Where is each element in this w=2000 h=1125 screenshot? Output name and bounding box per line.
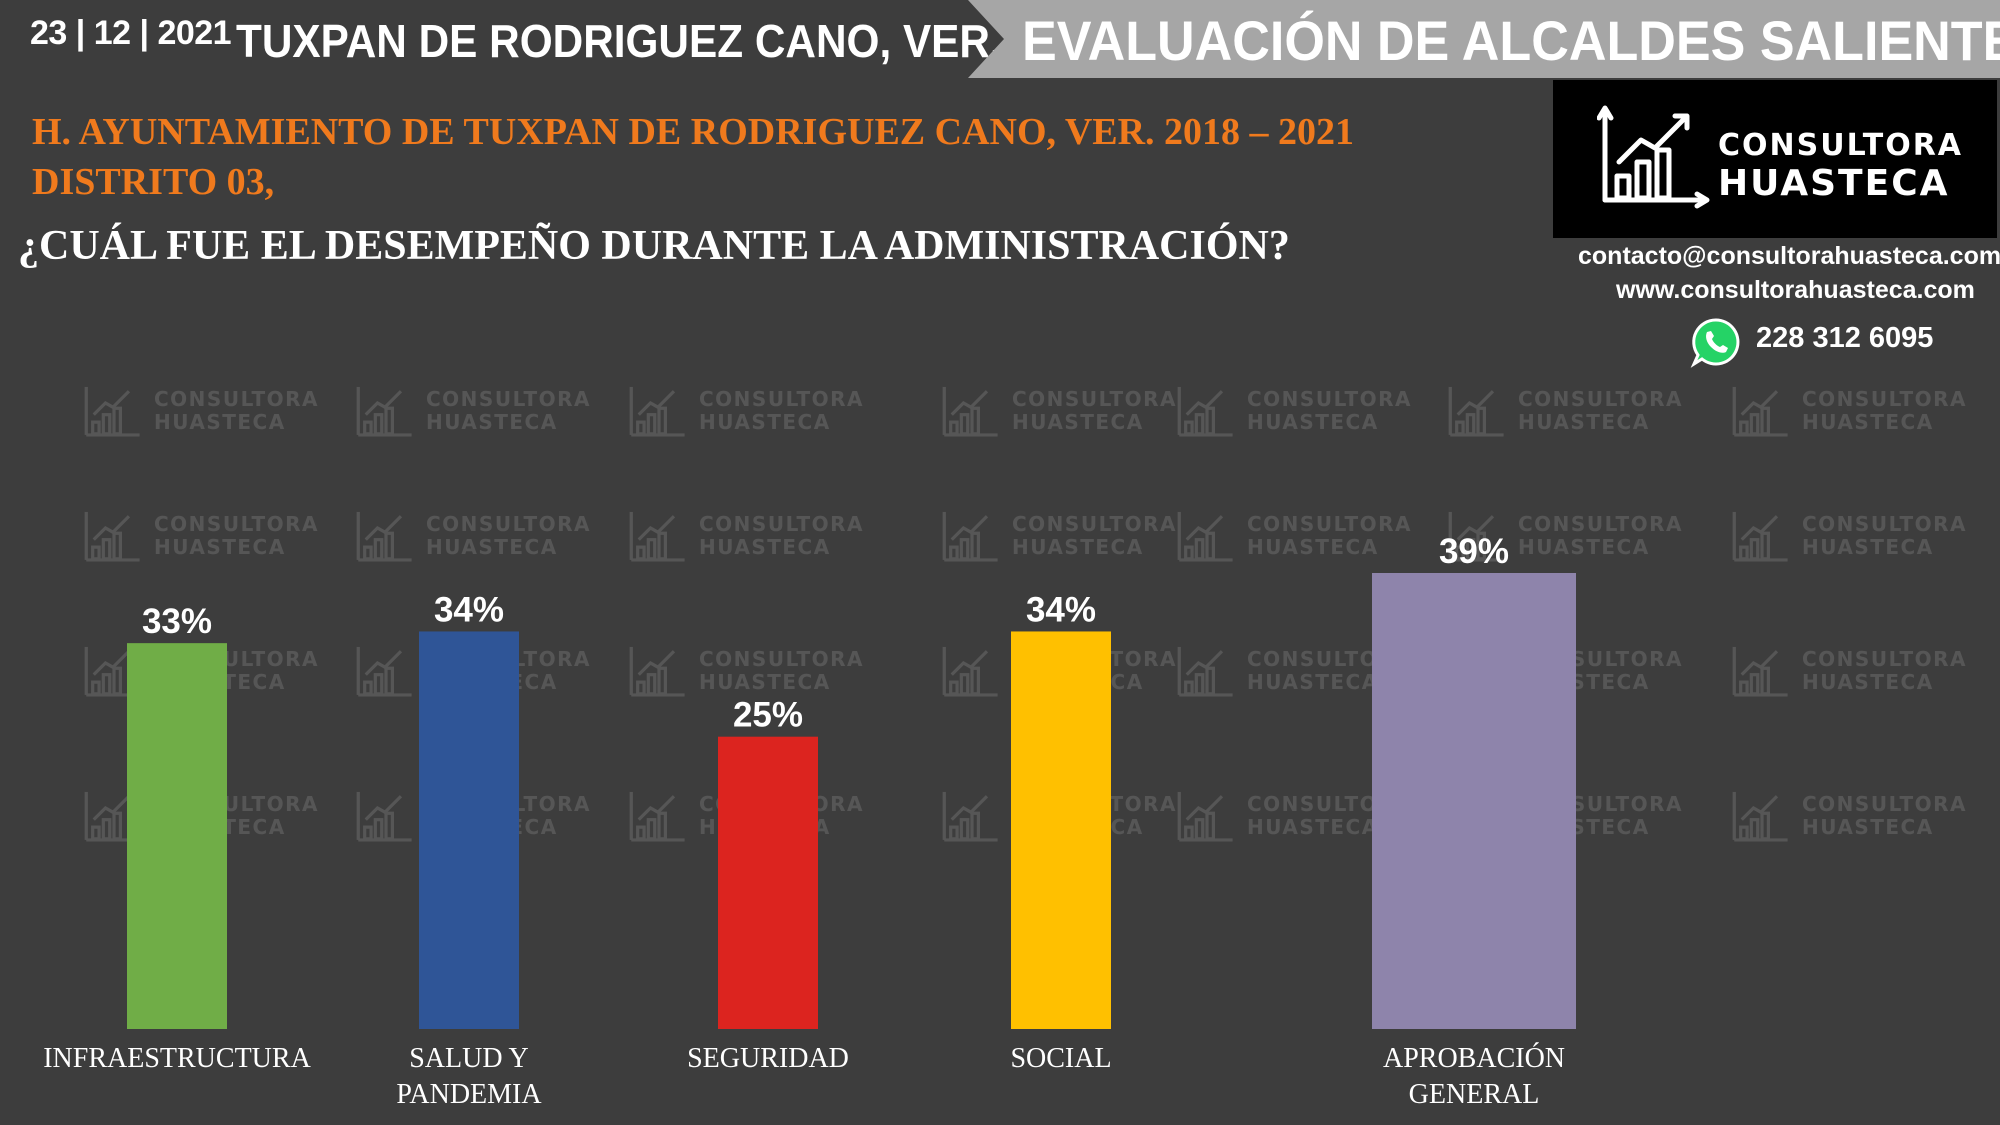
bar-value-label: 34% [434, 590, 504, 629]
org-line-2: DISTRITO 03, [32, 161, 275, 203]
bar-value-label: 33% [142, 602, 212, 641]
bar [127, 643, 227, 1029]
category-label: SEGURIDAD [687, 1043, 849, 1074]
contact-phone[interactable]: 228 312 6095 [1756, 322, 1934, 354]
title-banner [968, 0, 2000, 78]
bar [1372, 573, 1576, 1029]
survey-question: ¿CUÁL FUE EL DESEMPEÑO DURANTE LA ADMINI… [18, 223, 1290, 269]
logo-text-huasteca: HUASTECA [1718, 163, 1950, 204]
org-line-1: H. AYUNTAMIENTO DE TUXPAN DE RODRIGUEZ C… [32, 111, 1355, 153]
header-city: TUXPAN DE RODRIGUEZ CANO, VER. [236, 15, 1002, 67]
category-label: GENERAL [1409, 1079, 1540, 1110]
bar [718, 736, 818, 1029]
bar [419, 631, 519, 1029]
category-label: APROBACIÓN [1383, 1043, 1565, 1074]
bar [1011, 631, 1111, 1029]
logo-text-consultora: CONSULTORA [1718, 128, 1964, 163]
bar-chart-growth-icon [1597, 105, 1710, 209]
category-label: PANDEMIA [396, 1079, 542, 1110]
header-date: 23 | 12 | 2021 [30, 14, 232, 52]
contact-website[interactable]: www.consultorahuasteca.com [1616, 276, 1975, 304]
whatsapp-icon [1690, 318, 1740, 368]
bar-value-label: 39% [1439, 532, 1509, 571]
category-label: SOCIAL [1010, 1043, 1111, 1074]
title-banner-text: EVALUACIÓN DE ALCALDES SALIENTES [1022, 9, 2000, 72]
category-label: SALUD Y [409, 1043, 529, 1074]
bar-value-label: 34% [1026, 590, 1096, 629]
logo [1553, 80, 1997, 238]
contact-email[interactable]: contacto@consultorahuasteca.com [1578, 242, 2000, 270]
bar-value-label: 25% [733, 696, 803, 735]
category-label: INFRAESTRUCTURA [43, 1043, 311, 1074]
